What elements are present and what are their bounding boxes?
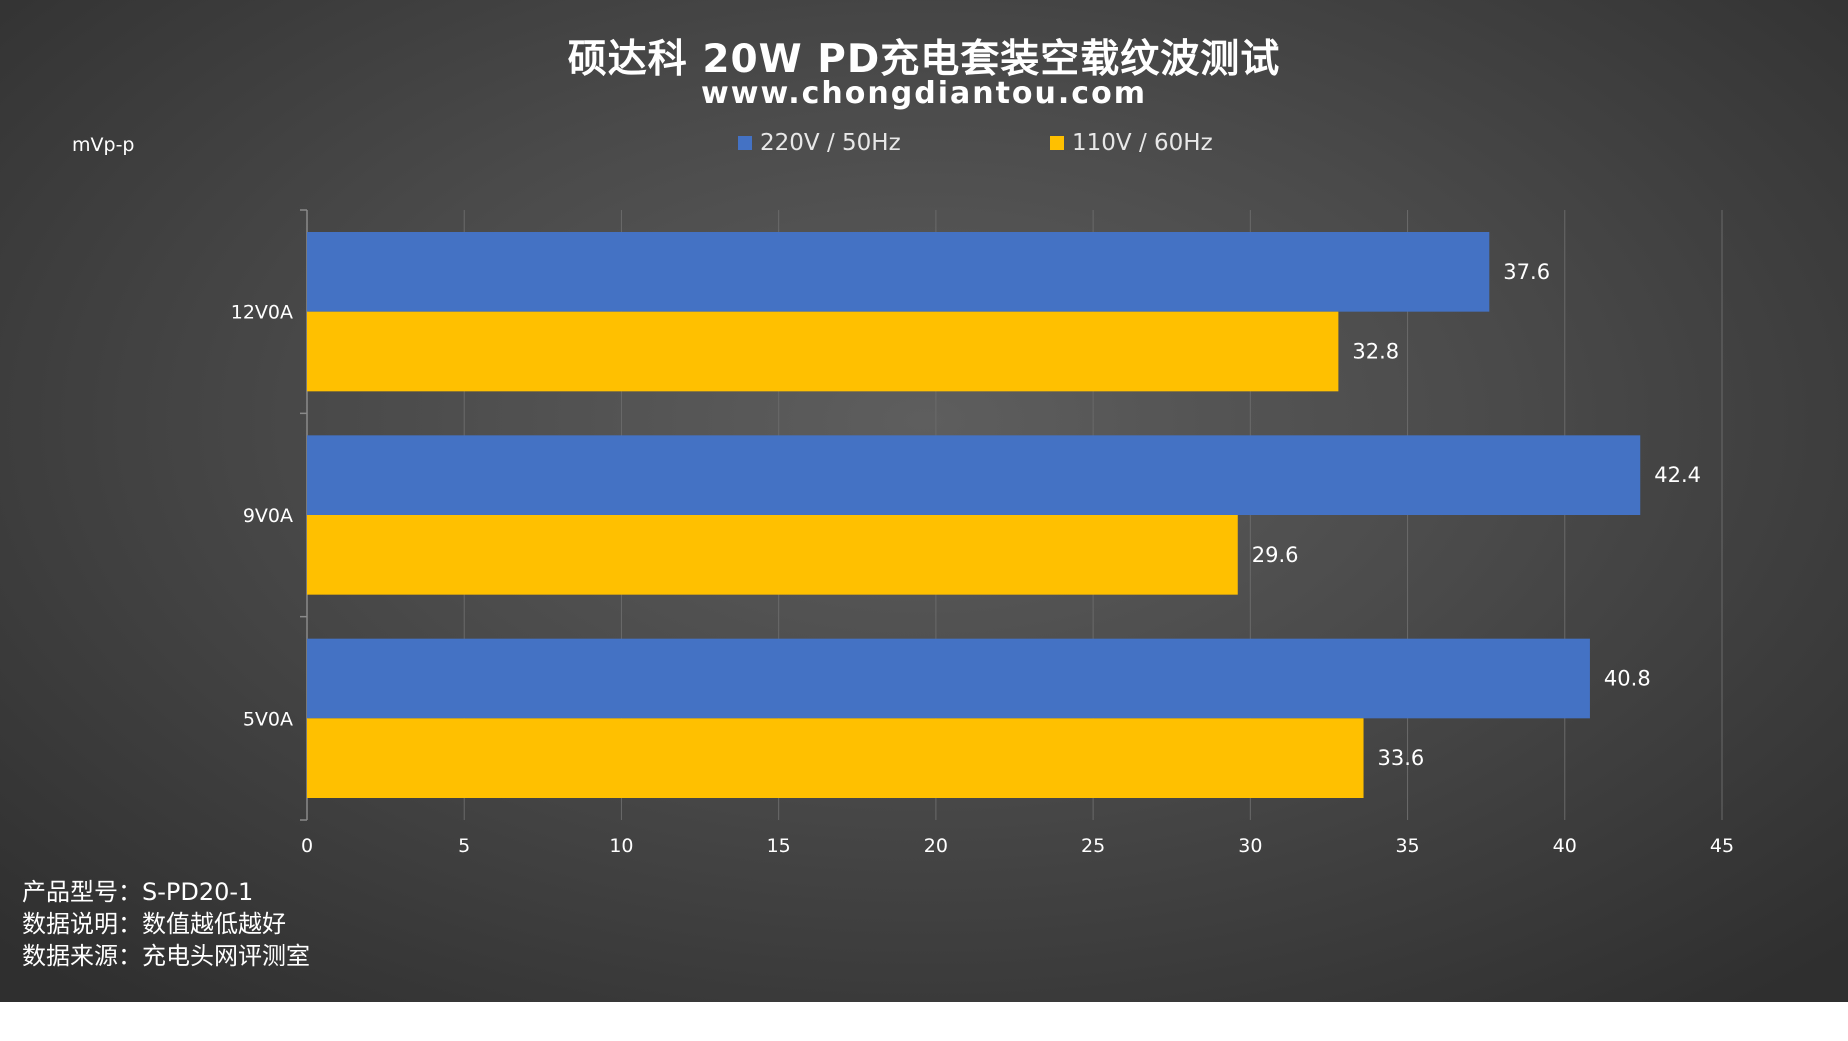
legend-label-220v: 220V / 50Hz — [760, 130, 901, 156]
x-tick-label-0: 0 — [301, 835, 313, 857]
x-tick-label-30: 30 — [1238, 835, 1262, 857]
category-label-12V0A: 12V0A — [231, 302, 293, 324]
data-label-12V0A-series-1: 32.8 — [1352, 340, 1399, 364]
bar-9V0A-series-1 — [307, 515, 1238, 595]
category-label-5V0A: 5V0A — [243, 708, 293, 730]
bar-9V0A-series-0 — [307, 435, 1641, 515]
legend-item-110v: 110V / 60Hz — [1050, 130, 1213, 156]
unit-label: mVp-p — [72, 134, 135, 156]
bar-5V0A-series-0 — [307, 638, 1590, 719]
legend-swatch-110v — [1050, 136, 1064, 150]
x-tick-label-20: 20 — [924, 835, 948, 857]
legend-swatch-220v — [738, 136, 752, 150]
bar-5V0A-series-1 — [307, 718, 1364, 798]
x-tick-label-10: 10 — [609, 835, 633, 857]
data-label-5V0A-series-0: 40.8 — [1604, 667, 1651, 691]
legend-label-110v: 110V / 60Hz — [1072, 130, 1213, 156]
x-tick-label-5: 5 — [458, 835, 470, 857]
x-tick-label-35: 35 — [1395, 835, 1419, 857]
bar-12V0A-series-0 — [307, 232, 1490, 312]
x-tick-label-15: 15 — [767, 835, 791, 857]
note-description: 数据说明：数值越低越好 — [22, 910, 286, 938]
note-source: 数据来源：充电头网评测室 — [22, 942, 310, 970]
chart-subtitle: www.chongdiantou.com — [701, 76, 1147, 111]
x-tick-label-40: 40 — [1553, 835, 1577, 857]
chart-title: 硕达科 20W PD充电套装空载纹波测试 — [567, 37, 1281, 82]
x-tick-label-25: 25 — [1081, 835, 1105, 857]
data-label-12V0A-series-0: 37.6 — [1503, 260, 1550, 284]
legend-item-220v: 220V / 50Hz — [738, 130, 901, 156]
data-label-5V0A-series-1: 33.6 — [1378, 746, 1425, 770]
category-label-9V0A: 9V0A — [243, 505, 293, 527]
bar-chart: 0 5 10 15 20 25 30 35 40 45 12V0A 37.6 32.8 9V0A 42.4 2… — [231, 209, 1734, 857]
data-label-9V0A-series-0: 42.4 — [1654, 463, 1701, 487]
x-tick-label-45: 45 — [1710, 835, 1734, 857]
bar-12V0A-series-1 — [307, 311, 1339, 392]
data-label-9V0A-series-1: 29.6 — [1252, 543, 1299, 567]
notes: 产品型号：S-PD20-1 数据说明：数值越低越好 数据来源：充电头网评测室 — [22, 876, 310, 972]
chart-canvas: 硕达科 20W PD充电套装空载纹波测试 www.chongdiantou.co… — [0, 0, 1848, 1002]
note-model: 产品型号：S-PD20-1 — [22, 878, 254, 906]
